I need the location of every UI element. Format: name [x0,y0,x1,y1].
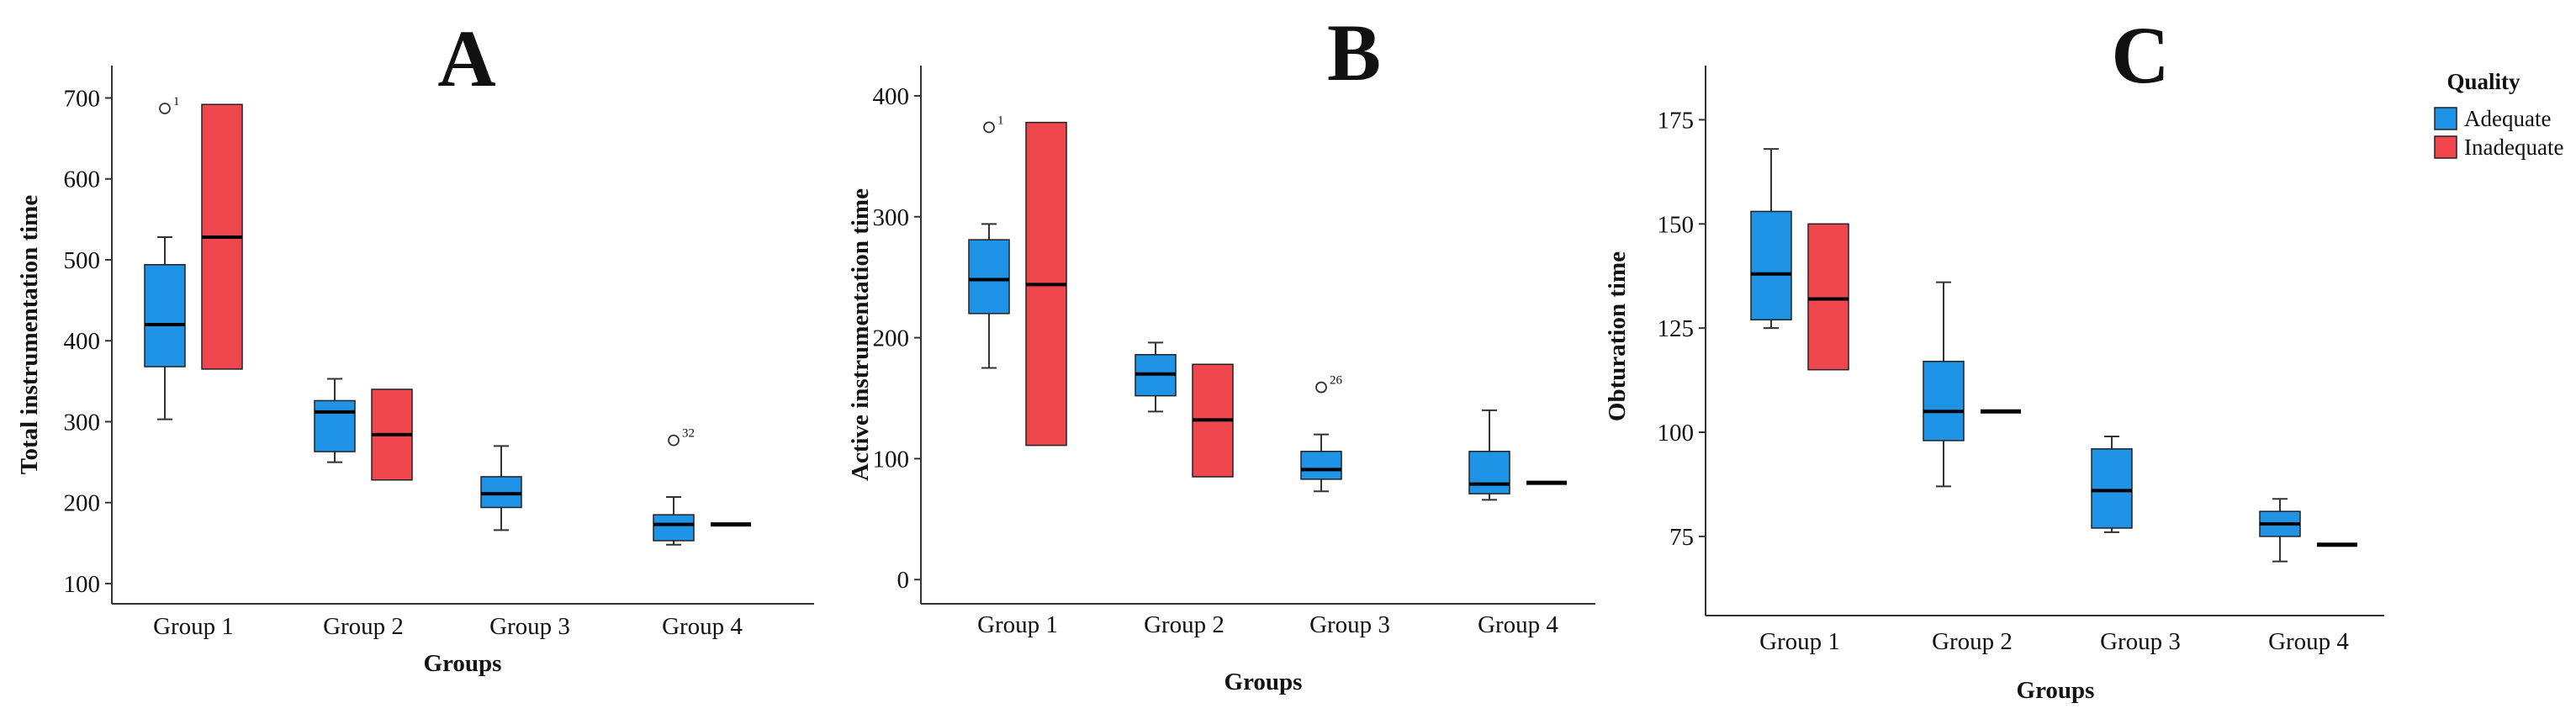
box-inadequate-group-1 [201,103,243,370]
outlier-point-0 [983,121,995,134]
x-tick-label-3: Group 4 [662,613,743,640]
panel-c: C Obturation time Groups 75100125150175 … [1604,10,2384,704]
y-tick-label-0: 75 [1669,524,1694,551]
box-adequate-group-2 [314,378,356,463]
outlier-label-0: 1 [173,95,180,108]
panel-a-letter: A [437,13,495,103]
y-tick-label-3: 400 [64,328,101,355]
y-tick-label-3: 150 [1658,211,1695,238]
panel-c-boxes [1750,148,2357,563]
iqr-box [1923,361,1965,441]
box-adequate-group-4: 32 [653,427,695,546]
y-tick-label-1: 100 [873,446,910,473]
legend: Quality Adequate Inadequate [2434,69,2563,160]
legend-title: Quality [2446,69,2520,94]
panel-b-letter: B [1327,8,1381,98]
box-adequate-group-2 [1135,341,1177,413]
outlier-point-0 [159,103,171,114]
iqr-box [314,399,356,452]
x-tick-label-3: Group 4 [1478,611,1558,638]
y-tick-label-2: 300 [64,409,101,436]
y-tick-label-6: 700 [64,85,101,112]
box-adequate-group-1: 1 [144,95,186,420]
panel-a: A Total instrumentation time Groups 100 2… [16,13,814,677]
box-adequate-group-4 [2259,498,2301,563]
box-adequate-group-1: 1 [968,114,1010,369]
y-tick-label-2: 125 [1658,315,1695,342]
panel-c-y-title: Obturation time [1604,251,1631,421]
x-tick-label-1: Group 2 [1144,611,1225,638]
y-tick-label-0: 0 [897,567,910,594]
panel-b-y-title: Active instrumentation time [847,188,874,481]
y-tick-label-3: 300 [873,204,910,231]
box-adequate-group-3 [480,445,522,531]
legend-label-inadequate: Inadequate [2464,135,2563,160]
iqr-box [968,239,1010,315]
y-tick-label-1: 200 [64,490,101,517]
panel-a-boxes: 1 32 [144,95,751,546]
x-tick-label-1: Group 2 [323,613,404,640]
iqr-box [2091,448,2133,529]
panel-a-y-title: Total instrumentation time [16,195,43,475]
panel-c-y-ticks: 75 100 125 150 175 [1658,107,1706,551]
box-inadequate-group-1 [1025,121,1067,447]
iqr-box [1750,210,1792,320]
outlier-point-0 [668,434,680,447]
x-tick-label-2: Group 3 [2100,628,2181,655]
legend-label-adequate: Adequate [2464,106,2551,131]
panel-a-y-ticks: 100 200 300 400 500 600 700 [64,85,112,598]
panel-c-x-tick-labels: Group 1 Group 2 Group 3 Group 4 [1759,628,2349,655]
panel-b-x-title: Groups [1225,669,1303,695]
box-adequate-group-3 [2091,435,2133,533]
x-tick-label-0: Group 1 [977,611,1058,638]
x-tick-label-0: Group 1 [153,613,234,640]
outlier-label-0: 1 [997,114,1004,127]
panel-a-x-tick-labels: Group 1 Group 2 Group 3 Group 4 [153,613,743,640]
outlier-point-0 [1315,381,1327,394]
y-tick-label-2: 200 [873,325,910,352]
box-adequate-group-4 [1468,409,1510,501]
box-adequate-group-1 [1750,148,1792,330]
y-tick-label-4: 500 [64,247,101,274]
y-tick-label-4: 175 [1658,107,1695,134]
legend-swatch-adequate [2434,107,2457,130]
box-inadequate-group-2 [1192,363,1234,478]
panel-a-x-title: Groups [424,650,502,677]
y-tick-label-5: 600 [64,167,101,193]
outlier-label-0: 32 [682,427,695,441]
legend-swatch-inadequate [2434,135,2457,159]
panel-c-letter: C [2111,10,2169,100]
panel-c-x-title: Groups [2017,677,2095,704]
box-adequate-group-2 [1923,281,1965,488]
iqr-box [144,264,186,367]
panel-b: B Active instrumentation time Groups 010… [847,8,1595,695]
panel-b-boxes: 1 26 [968,114,1567,501]
iqr-box [1468,451,1510,494]
panel-b-x-tick-labels: Group 1 Group 2 Group 3 Group 4 [977,611,1558,638]
x-tick-label-2: Group 3 [1309,611,1390,638]
y-tick-label-4: 400 [873,83,910,110]
box-inadequate-group-1 [1807,223,1849,371]
x-tick-label-1: Group 2 [1932,628,2013,655]
iqr-box [1807,223,1849,371]
box-adequate-group-3: 26 [1300,374,1343,493]
x-tick-label-0: Group 1 [1759,628,1840,655]
box-inadequate-group-2 [371,389,413,481]
y-tick-label-1: 100 [1658,420,1695,447]
y-tick-label-0: 100 [64,571,101,598]
outlier-label-0: 26 [1330,374,1343,388]
x-tick-label-3: Group 4 [2268,628,2349,655]
iqr-box [653,514,695,542]
x-tick-label-2: Group 3 [489,613,570,640]
iqr-box [1300,451,1342,480]
panel-b-y-ticks: 0 100 200 300 400 [873,83,921,594]
